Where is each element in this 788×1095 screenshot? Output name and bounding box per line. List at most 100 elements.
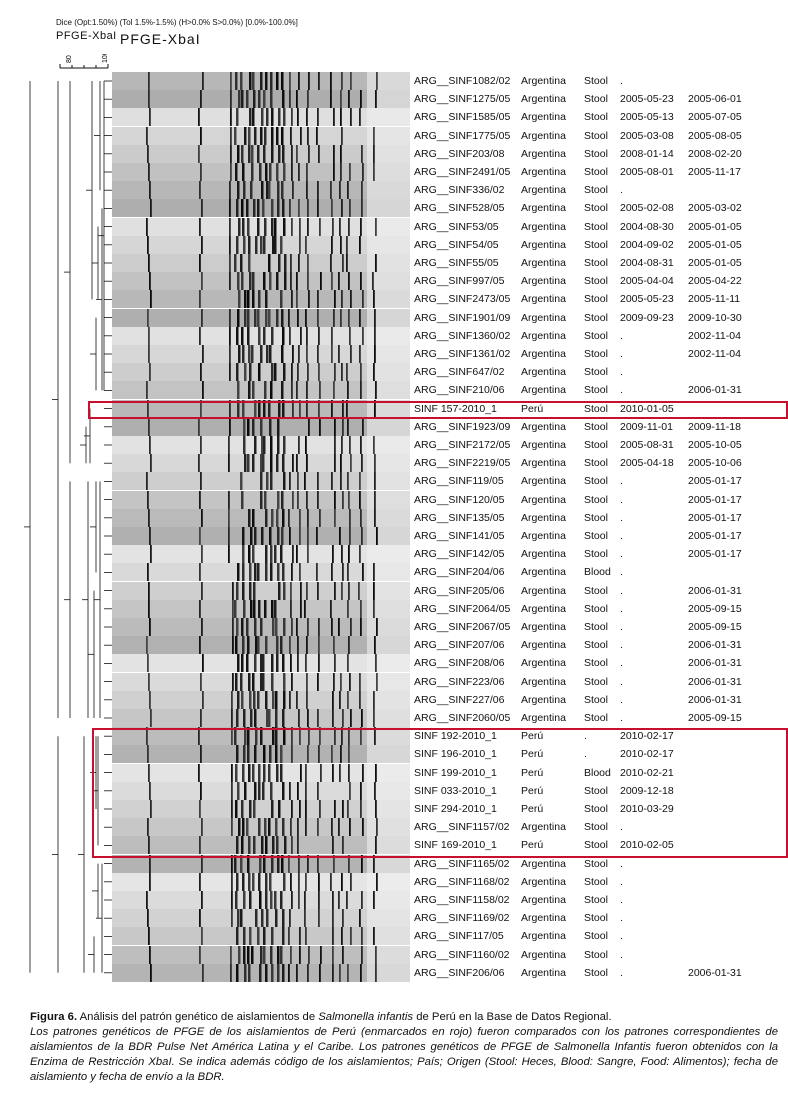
isolate-source: Stool (584, 439, 608, 451)
isolate-source: Stool (584, 857, 608, 870)
isolate-source: Stool (584, 803, 608, 815)
submission-date: 2002-11-04 (688, 348, 741, 360)
dice-parameters: Dice (Opt:1.50%) (Tol 1.5%-1.5%) (H>0.0%… (56, 18, 298, 27)
isolation-date: 2005-05-23 (620, 93, 674, 106)
isolate-source: Stool (584, 548, 608, 561)
isolation-date: . (620, 475, 623, 488)
gel-lane (112, 745, 410, 764)
isolate-country: Argentina (521, 566, 566, 579)
gel-lane (112, 199, 410, 218)
gel-lane (112, 927, 410, 946)
gel-lane (112, 163, 410, 181)
isolation-date: . (620, 821, 623, 834)
isolate-country: Argentina (521, 602, 566, 615)
submission-date: 2005-09-15 (688, 602, 742, 615)
gel-lane (112, 891, 410, 909)
isolate-key: ARG__SINF1923/09 (414, 420, 511, 433)
isolate-source: Stool (584, 493, 608, 506)
isolate-country: Argentina (521, 548, 566, 561)
isolate-country: Argentina (521, 584, 566, 597)
isolation-date: . (620, 639, 623, 652)
gel-lane (112, 326, 410, 345)
isolation-date: 2010-02-05 (620, 839, 674, 852)
isolate-key: ARG__SINF336/02 (414, 184, 505, 197)
isolate-source: Stool (584, 621, 608, 633)
submission-date: 2005-04-22 (688, 275, 742, 288)
submission-date: 2005-07-05 (688, 111, 742, 124)
isolation-date: . (620, 712, 623, 724)
isolation-date: . (620, 384, 623, 397)
isolate-country: Argentina (521, 712, 566, 724)
caption-title: Figura 6. Análisis del patrón genético d… (30, 1010, 778, 1025)
gel-lane (112, 472, 410, 491)
submission-date: 2005-03-02 (688, 202, 742, 215)
gel-lane (112, 854, 410, 873)
isolation-date: 2005-04-18 (620, 457, 674, 470)
isolate-country: Argentina (521, 275, 566, 288)
submission-date: 2009-10-30 (688, 311, 742, 324)
submission-date: 2005-01-05 (688, 238, 742, 251)
isolate-key: SINF 294-2010_1 (414, 803, 497, 815)
isolate-country: Argentina (521, 220, 566, 233)
gel-lane (112, 290, 410, 309)
gel-lane (112, 72, 410, 90)
isolate-country: Argentina (521, 147, 566, 160)
isolate-source: Stool (584, 511, 608, 524)
isolate-source: Stool (584, 402, 608, 415)
isolate-key: ARG__SINF1160/02 (414, 948, 510, 961)
isolate-country: Argentina (521, 693, 566, 706)
isolate-key: ARG__SINF207/06 (414, 639, 505, 652)
isolate-country: Argentina (521, 202, 566, 215)
isolate-source: Stool (584, 111, 608, 124)
isolation-date: . (620, 366, 623, 379)
isolate-key: ARG__SINF204/06 (414, 566, 505, 579)
isolate-key: ARG__SINF1361/02 (414, 348, 511, 360)
isolate-source: Stool (584, 93, 608, 106)
isolation-date: . (620, 894, 623, 906)
isolate-source: Stool (584, 948, 608, 961)
gel-lane (112, 563, 410, 582)
isolate-source: . (584, 730, 587, 743)
isolation-date: . (620, 75, 623, 87)
gel-lane (112, 636, 410, 655)
isolation-date: . (620, 530, 623, 542)
isolate-source: Stool (584, 202, 608, 215)
isolation-date: 2009-12-18 (620, 784, 674, 797)
isolate-source: Stool (584, 657, 608, 670)
isolate-source: Stool (584, 348, 608, 360)
isolate-source: Stool (584, 675, 608, 688)
isolate-country: Argentina (521, 75, 566, 87)
isolation-date: . (620, 675, 623, 688)
submission-date: 2005-01-17 (688, 475, 742, 488)
isolate-source: Stool (584, 475, 608, 488)
isolate-source: Stool (584, 821, 608, 834)
submission-date: 2005-11-17 (688, 166, 741, 178)
isolation-date: . (620, 493, 623, 506)
isolate-source: . (584, 748, 587, 761)
submission-date: 2006-01-31 (688, 584, 742, 597)
isolate-source: Stool (584, 894, 608, 906)
submission-date: 2005-06-01 (688, 93, 742, 106)
isolate-key: ARG__SINF203/08 (414, 147, 505, 160)
isolate-source: Stool (584, 584, 608, 597)
isolate-country: Argentina (521, 857, 566, 870)
isolate-country: Perú (521, 748, 544, 761)
isolate-country: Argentina (521, 675, 566, 688)
isolate-country: Argentina (521, 621, 566, 633)
isolate-key: ARG__SINF210/06 (414, 384, 505, 397)
isolate-key: SINF 196-2010_1 (414, 748, 497, 761)
isolate-source: Stool (584, 602, 608, 615)
isolation-date: . (620, 329, 623, 342)
isolate-source: Stool (584, 184, 608, 197)
isolate-key: ARG__SINF1275/05 (414, 93, 511, 106)
isolate-source: Stool (584, 930, 608, 943)
isolate-key: SINF 192-2010_1 (414, 730, 497, 743)
gel-lane (112, 690, 410, 709)
isolate-source: Stool (584, 784, 608, 797)
isolation-date: 2005-08-31 (620, 439, 674, 451)
gel-lane (112, 709, 410, 727)
gel-lane (112, 599, 410, 618)
gel-lane (112, 436, 410, 454)
isolate-country: Perú (521, 803, 544, 815)
isolate-key: ARG__SINF53/05 (414, 220, 499, 233)
